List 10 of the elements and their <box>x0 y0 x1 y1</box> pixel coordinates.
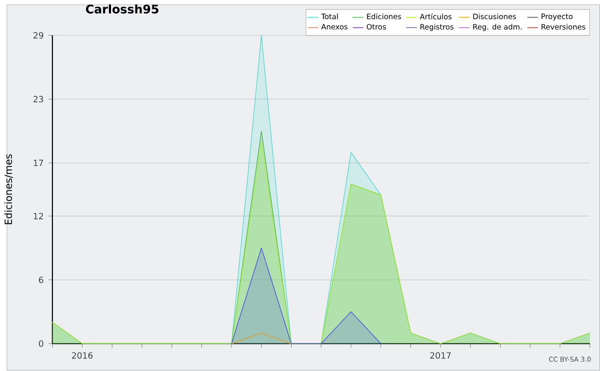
y-tick-label: 23 <box>34 96 44 103</box>
x-tick-label: 2017 <box>430 352 451 359</box>
y-tick-label: 0 <box>38 340 44 348</box>
x-tick-label: 2016 <box>72 352 93 359</box>
y-tick-label: 12 <box>34 213 43 220</box>
y-tick-label: 17 <box>34 160 44 166</box>
chart-title: Carlossh95 <box>86 4 158 14</box>
y-tick-label: 6 <box>38 276 44 284</box>
y-axis-title: Ediciones/mes <box>4 154 13 224</box>
y-tick-label: 29 <box>34 32 44 39</box>
